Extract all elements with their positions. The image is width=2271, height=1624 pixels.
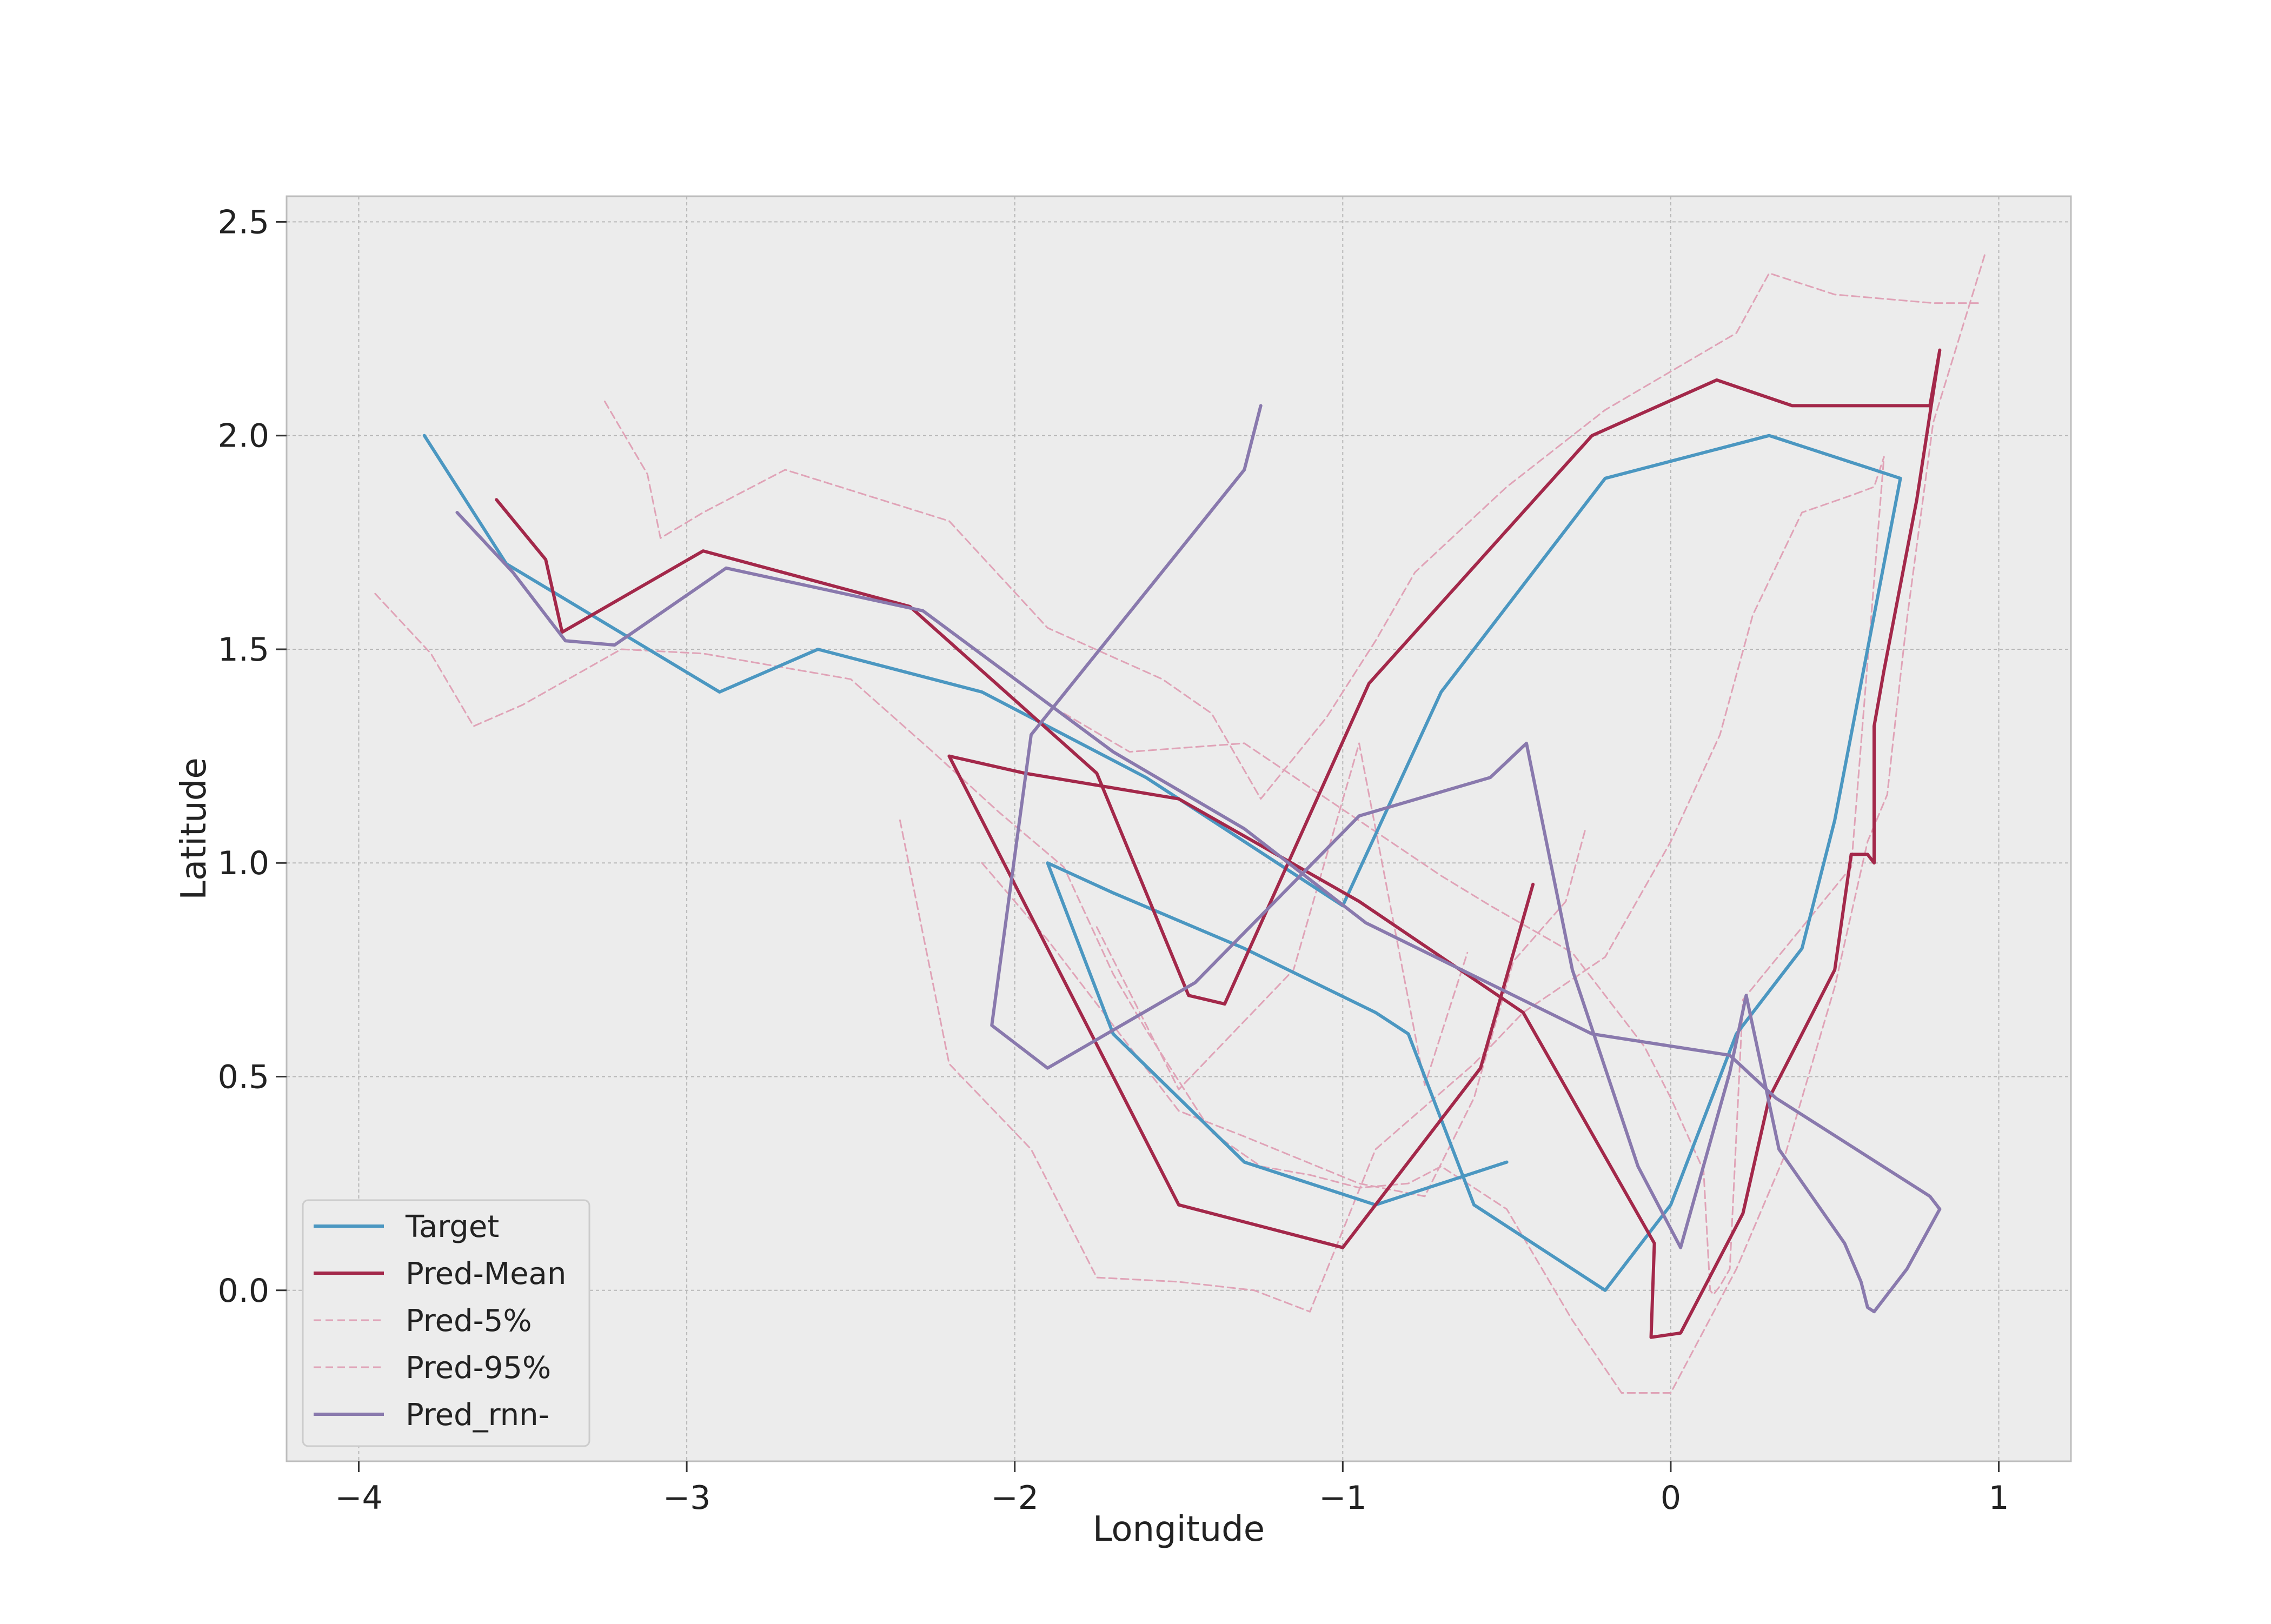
legend-label: Target [405, 1209, 499, 1244]
legend-label: Pred-Mean [406, 1256, 566, 1292]
y-tick-label: 0.5 [218, 1059, 269, 1096]
legend-label: Pred-5% [406, 1303, 532, 1339]
series-line-target [422, 434, 1902, 1292]
series-line-quantile-band [1095, 742, 1469, 1090]
x-tick-label: −1 [1319, 1479, 1366, 1517]
x-tick-label: −3 [663, 1479, 710, 1517]
axis-ticks: −4 −3 −2 −1 0 1 0.0 0.5 1.0 1.5 2.0 2.5 [218, 203, 2009, 1517]
x-tick-label: 1 [1988, 1479, 2009, 1517]
y-tick-label: 1.0 [218, 844, 269, 882]
y-axis-label: Latitude [174, 757, 214, 900]
legend: Target Pred-Mean Pred-5% Pred-95% Pred_rnn- [302, 1199, 590, 1447]
series-line-pred-rnn [455, 404, 1942, 1314]
x-axis-label: Longitude [1093, 1509, 1265, 1549]
series-line-pred-mean [495, 348, 1942, 1339]
x-tick-label: 0 [1661, 1479, 1681, 1517]
y-tick-label: 1.5 [218, 631, 269, 669]
series-line-pred-95 [603, 272, 1983, 800]
y-tick-label: 0.0 [218, 1272, 269, 1310]
x-tick-label: −2 [991, 1479, 1038, 1517]
series-lines [374, 251, 1987, 1394]
series-line-quantile-band [981, 828, 1586, 1197]
x-tick-label: −4 [335, 1479, 382, 1517]
legend-label: Pred-95% [406, 1350, 551, 1386]
series-line-quantile-band [899, 456, 1885, 1313]
series-line-quantile-band [1063, 456, 1885, 1296]
series-line-pred-5 [374, 251, 1987, 1394]
y-tick-label: 2.5 [218, 203, 269, 241]
legend-box [302, 1199, 590, 1447]
legend-label: Pred_rnn- [406, 1397, 549, 1433]
y-tick-label: 2.0 [218, 417, 269, 455]
